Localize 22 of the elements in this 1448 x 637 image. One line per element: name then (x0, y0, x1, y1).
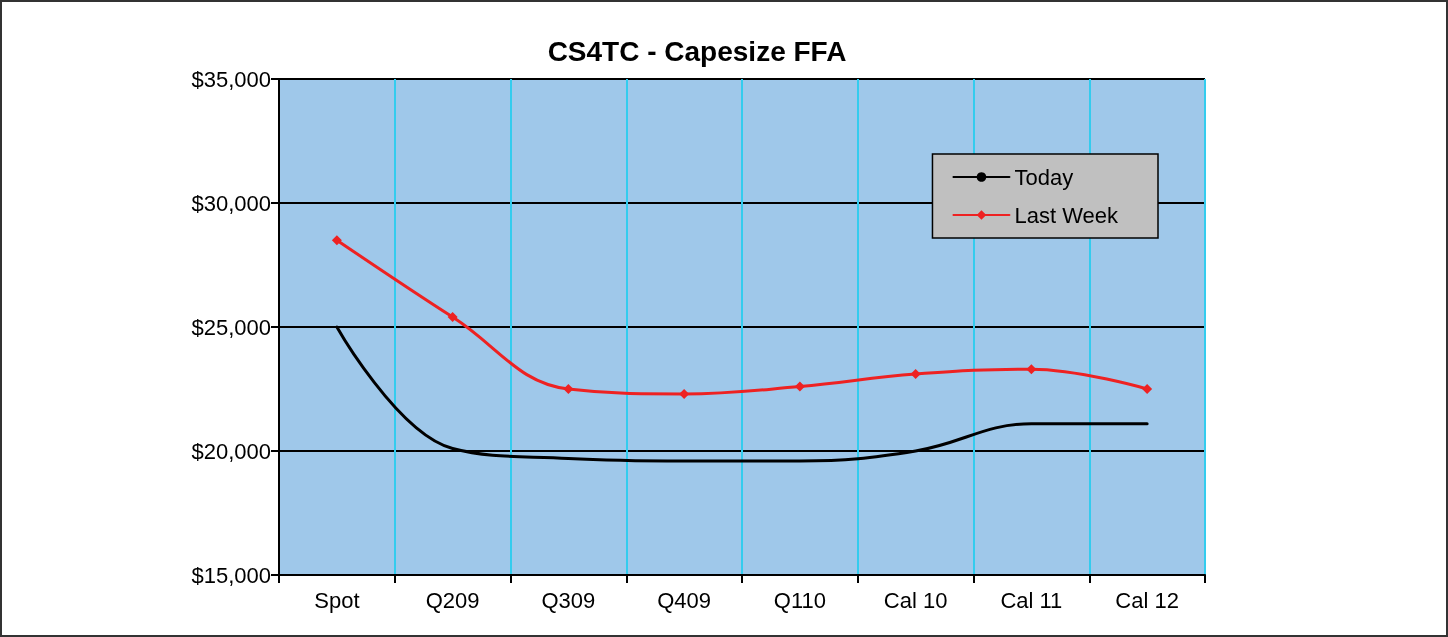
point (1142, 384, 1153, 394)
x-tick-label: Q110 (773, 587, 826, 613)
legend-label: Last Week (1014, 202, 1119, 228)
x-tick-label: Cal 12 (1115, 587, 1179, 613)
legend-label: Today (1014, 164, 1074, 190)
x-tick-label: Cal 11 (1000, 587, 1063, 613)
y-tick-label: $20,000 (191, 438, 271, 464)
x-tick-label: Q409 (657, 587, 712, 613)
y-tick-label: $35,000 (191, 66, 271, 92)
point (447, 312, 458, 323)
point (794, 381, 805, 392)
point (331, 235, 342, 246)
point (563, 384, 574, 394)
chart-title: CS4TC - Capesize FFA (547, 35, 847, 67)
point (910, 369, 921, 380)
y-tick-label: $25,000 (191, 314, 271, 340)
x-tick-label: Spot (314, 587, 360, 613)
y-tick-label: $30,000 (191, 190, 271, 216)
x-tick-label: Cal 10 (883, 587, 948, 613)
x-tick-label: Q209 (425, 587, 480, 613)
x-tick-label: Q309 (541, 587, 596, 613)
y-tick-label: $15,000 (191, 562, 271, 588)
